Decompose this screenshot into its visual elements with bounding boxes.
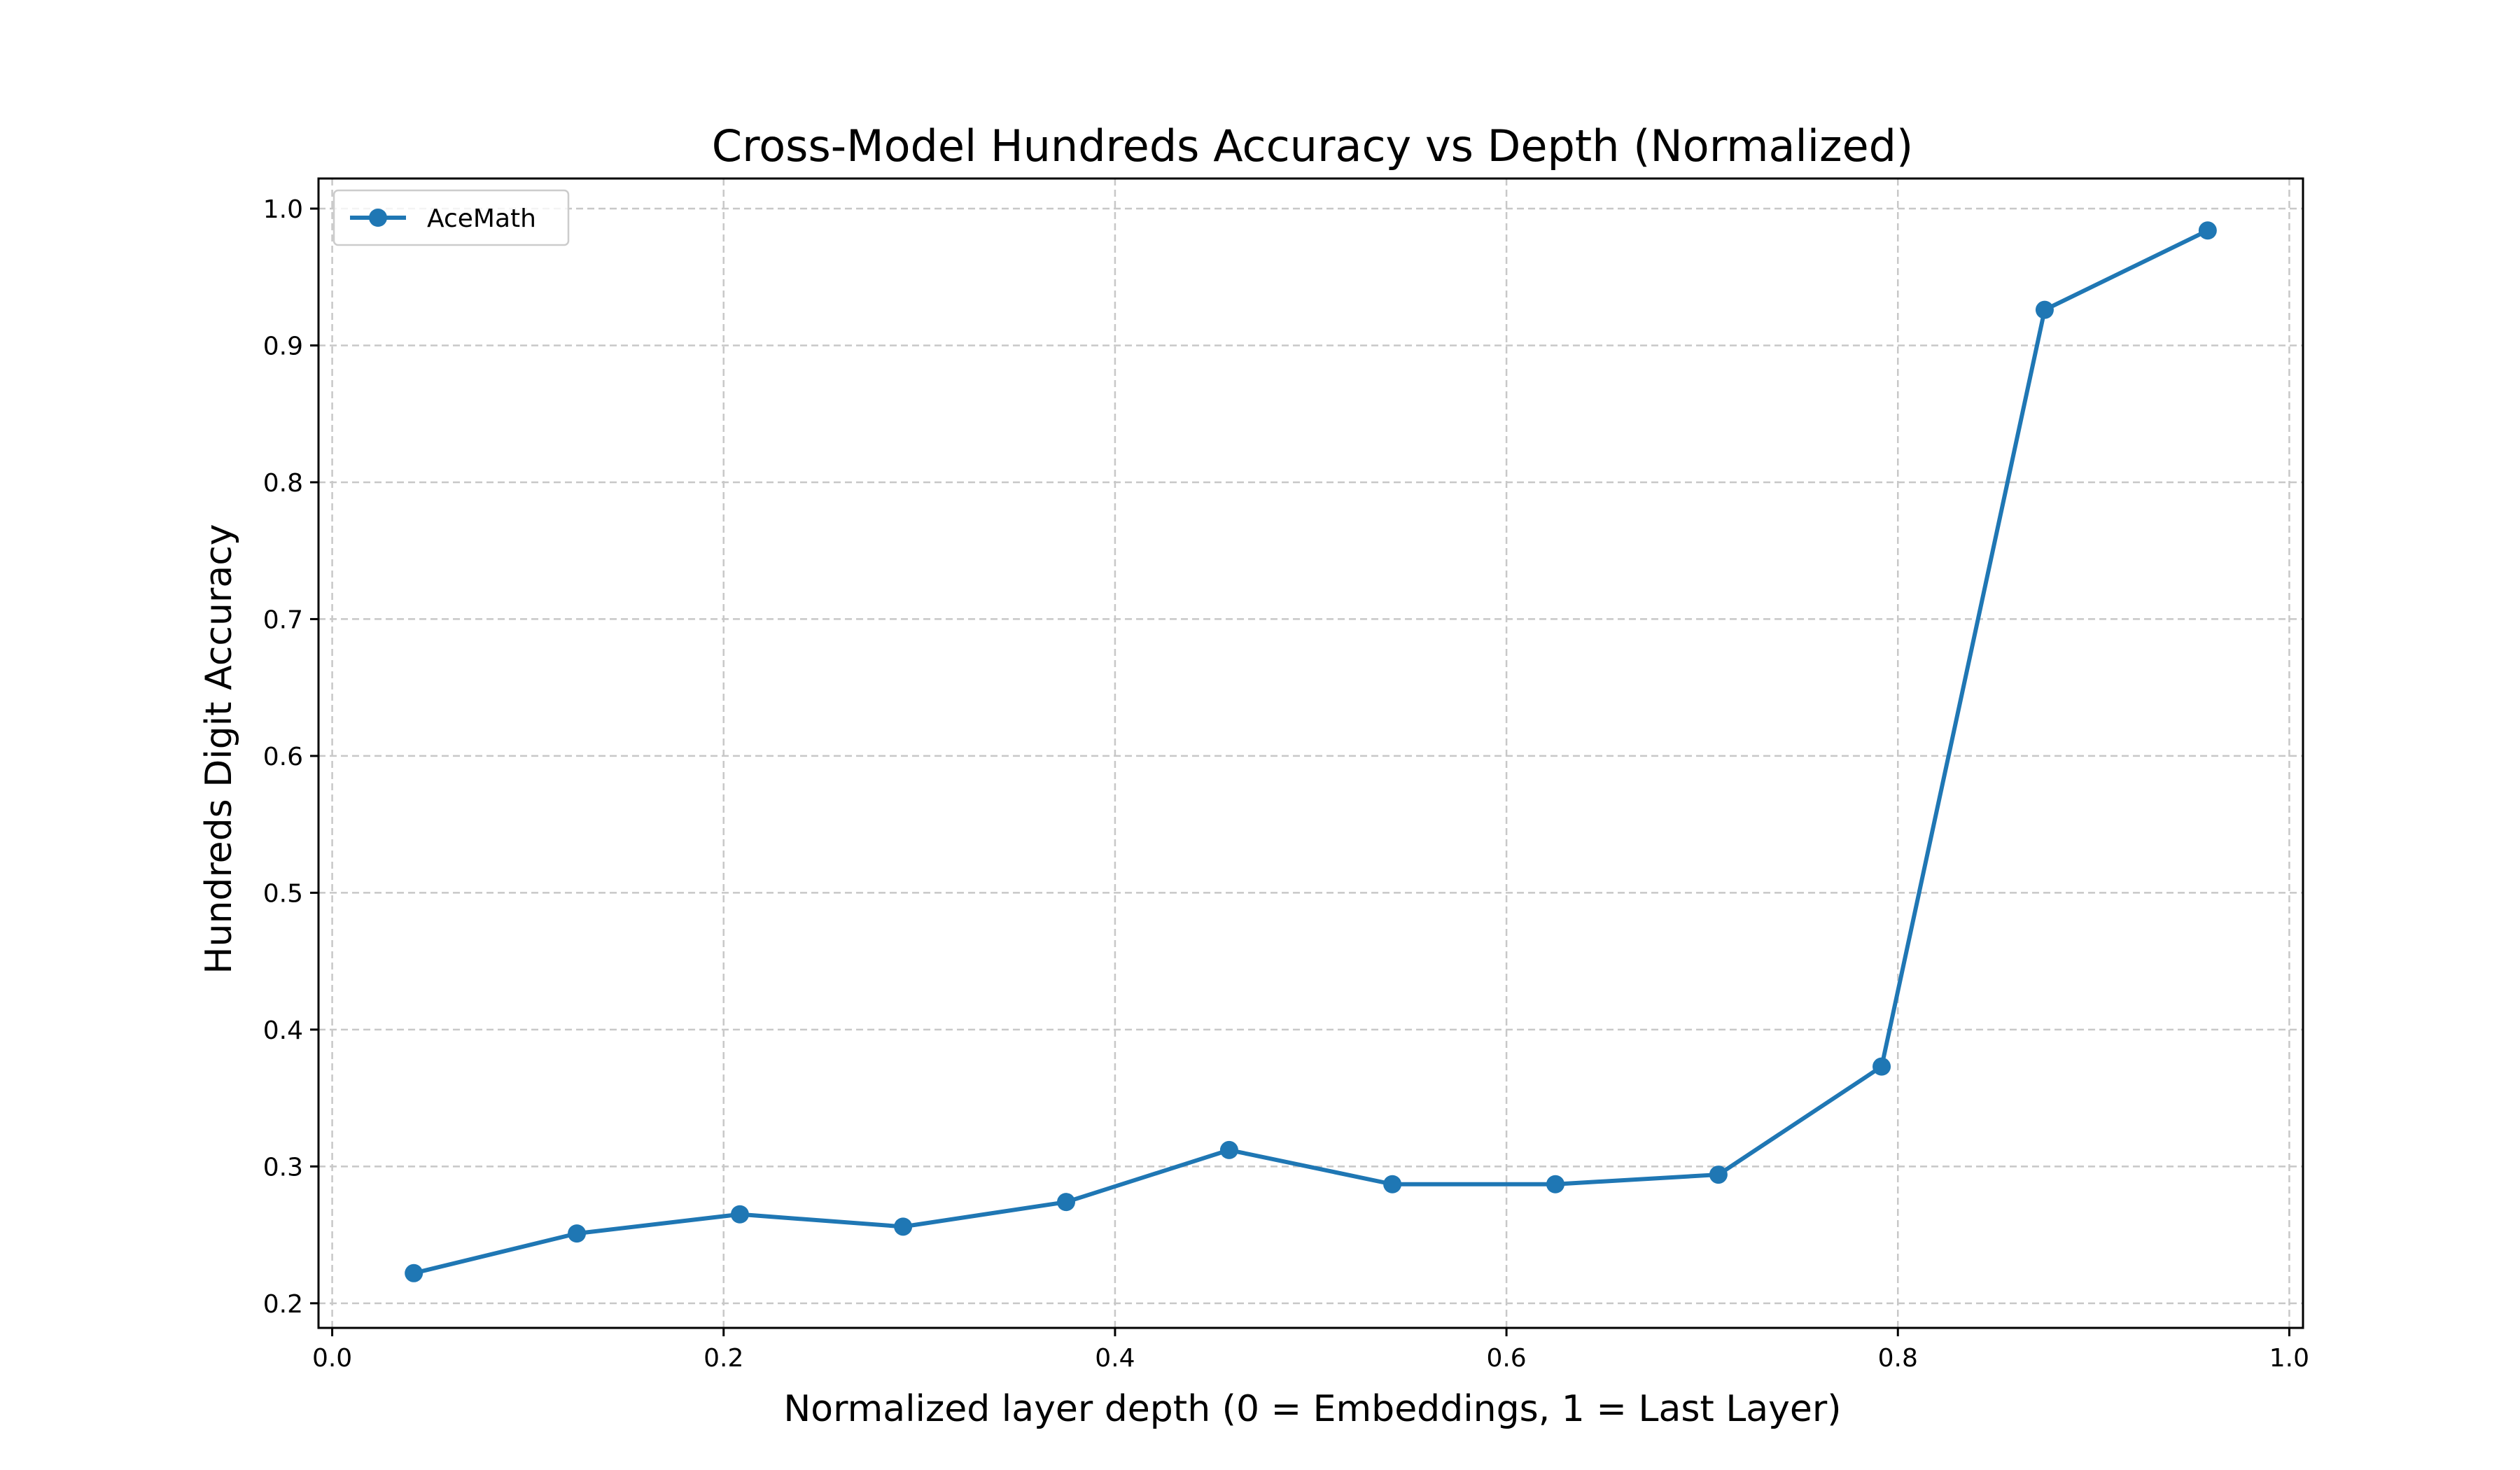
data-point xyxy=(730,1205,749,1224)
y-tick-label: 0.7 xyxy=(263,606,303,634)
y-tick-label: 0.9 xyxy=(263,332,303,360)
x-tick-label: 1.0 xyxy=(2269,1344,2309,1373)
x-tick-label: 0.6 xyxy=(1486,1344,1526,1373)
legend-label-acemath: AceMath xyxy=(427,204,536,233)
chart-title: Cross-Model Hundreds Accuracy vs Depth (… xyxy=(712,120,1913,172)
legend-box xyxy=(332,189,570,246)
y-tick-label: 0.2 xyxy=(263,1290,303,1319)
data-point xyxy=(1872,1057,1891,1076)
data-point xyxy=(1057,1193,1076,1212)
y-axis-title: Hundreds Digit Accuracy xyxy=(198,524,240,974)
data-point xyxy=(568,1224,587,1243)
series-line xyxy=(412,228,2210,1275)
series-layer xyxy=(405,221,2217,1282)
legend-marker-swatch xyxy=(369,209,387,227)
data-point xyxy=(1709,1166,1728,1184)
x-tick-label: 0.4 xyxy=(1095,1344,1135,1373)
data-point xyxy=(894,1217,913,1236)
y-tick-label: 0.6 xyxy=(263,743,303,771)
data-point xyxy=(2198,221,2217,240)
data-point xyxy=(2035,300,2054,319)
tick-layer: 0.0 0.2 0.4 0.6 0.8 1.0 0.2 0.3 0.4 0.5 0.6 0.7 0.8 0… xyxy=(263,195,2309,1373)
data-point xyxy=(1219,1140,1238,1159)
x-axis-title: Normalized layer depth (0 = Embeddings, … xyxy=(783,1388,1841,1430)
x-tick-label: 0.0 xyxy=(312,1344,352,1373)
data-point xyxy=(405,1264,424,1282)
y-tick-label: 0.3 xyxy=(263,1153,303,1182)
y-tick-label: 0.5 xyxy=(263,879,303,908)
legend: AceMath xyxy=(332,189,570,246)
x-tick-label: 0.2 xyxy=(704,1344,743,1373)
y-tick-label: 0.4 xyxy=(263,1016,303,1045)
x-tick-label: 0.8 xyxy=(1878,1344,1918,1373)
y-tick-label: 1.0 xyxy=(263,195,303,224)
data-point xyxy=(1546,1175,1564,1194)
y-tick-label: 0.8 xyxy=(263,469,303,498)
data-point xyxy=(1383,1175,1402,1194)
plot-frame xyxy=(317,177,2304,1329)
